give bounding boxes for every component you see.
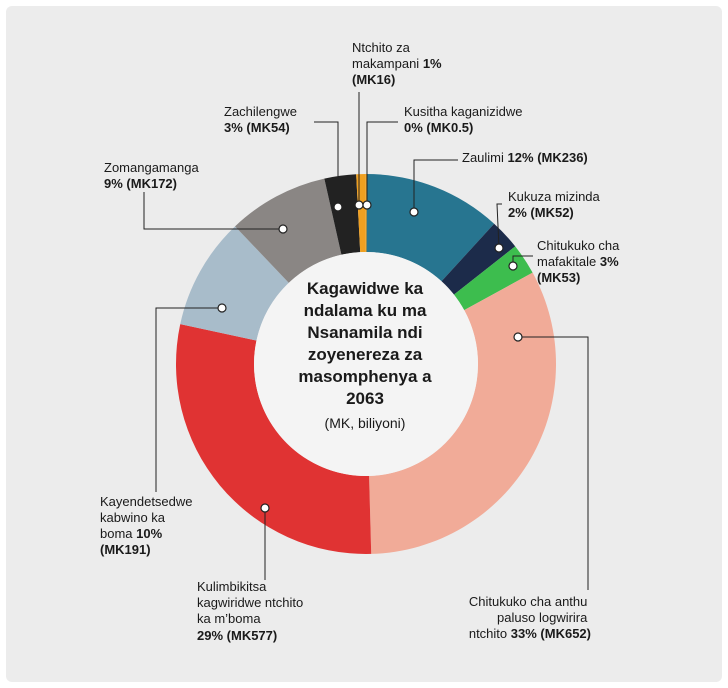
leader-dot-9 [354, 200, 364, 210]
slice-8 [324, 174, 361, 255]
leader-dot-8 [333, 202, 343, 212]
leader-dot-2 [494, 243, 504, 253]
leader-line-1 [413, 159, 458, 212]
center-title: Kagawidwe ka ndalama ku ma Nsanamila ndi… [298, 279, 432, 408]
leader-dot-1 [409, 207, 419, 217]
leader-dot-7 [278, 224, 288, 234]
center-unit: (MK, biliyoni) [324, 415, 406, 431]
slice-5 [175, 324, 372, 554]
label-kulimbikitsa: Kulimbikitsa kagwiridwe ntchito ka m’bom… [197, 579, 307, 643]
label-chitukuko-anthu: Chitukuko cha anthu paluso logwirira ntc… [469, 594, 591, 641]
leader-dot-5 [260, 503, 270, 513]
leader-dot-10 [362, 200, 372, 210]
label-zomangamanga: Zomangamanga 9% (MK172) [104, 160, 202, 191]
slice-7 [235, 178, 342, 283]
leader-line-7 [143, 192, 283, 230]
slice-6 [180, 226, 289, 341]
label-kukuza-mizinda: Kukuza mizinda 2% (MK52) [508, 189, 603, 220]
slice-4 [369, 272, 556, 554]
label-kayendetsedwe: Kayendetsedwe kabwino ka boma 10% (MK191… [100, 494, 196, 557]
slice-1 [366, 174, 495, 282]
label-kusitha-kaganizidwe: Kusitha kaganizidwe 0% (MK0.5) [404, 104, 526, 135]
leader-line-2 [496, 203, 502, 249]
leader-line-6 [155, 307, 222, 492]
leader-dot-6 [217, 303, 227, 313]
slice-2 [441, 223, 516, 295]
label-ntchito-makampani: Ntchito za makampani 1% (MK16) [352, 40, 445, 87]
leaders-group [143, 92, 589, 590]
slices-group [175, 174, 556, 554]
center-text: Kagawidwe ka ndalama ku ma Nsanamila ndi… [280, 278, 450, 434]
label-zachilengwe: Zachilengwe 3% (MK54) [224, 104, 301, 135]
donut-hole [254, 252, 478, 476]
leader-dot-4 [513, 332, 523, 342]
leader-line-4 [518, 336, 589, 590]
leader-dot-3 [508, 261, 518, 271]
leader-line-10 [366, 121, 398, 205]
leader-line-8 [314, 121, 339, 207]
label-zaulimi: Zaulimi 12% (MK236) [462, 150, 588, 165]
label-chitukuko-mafakitale: Chitukuko cha mafakitale 3% (MK53) [537, 238, 623, 285]
